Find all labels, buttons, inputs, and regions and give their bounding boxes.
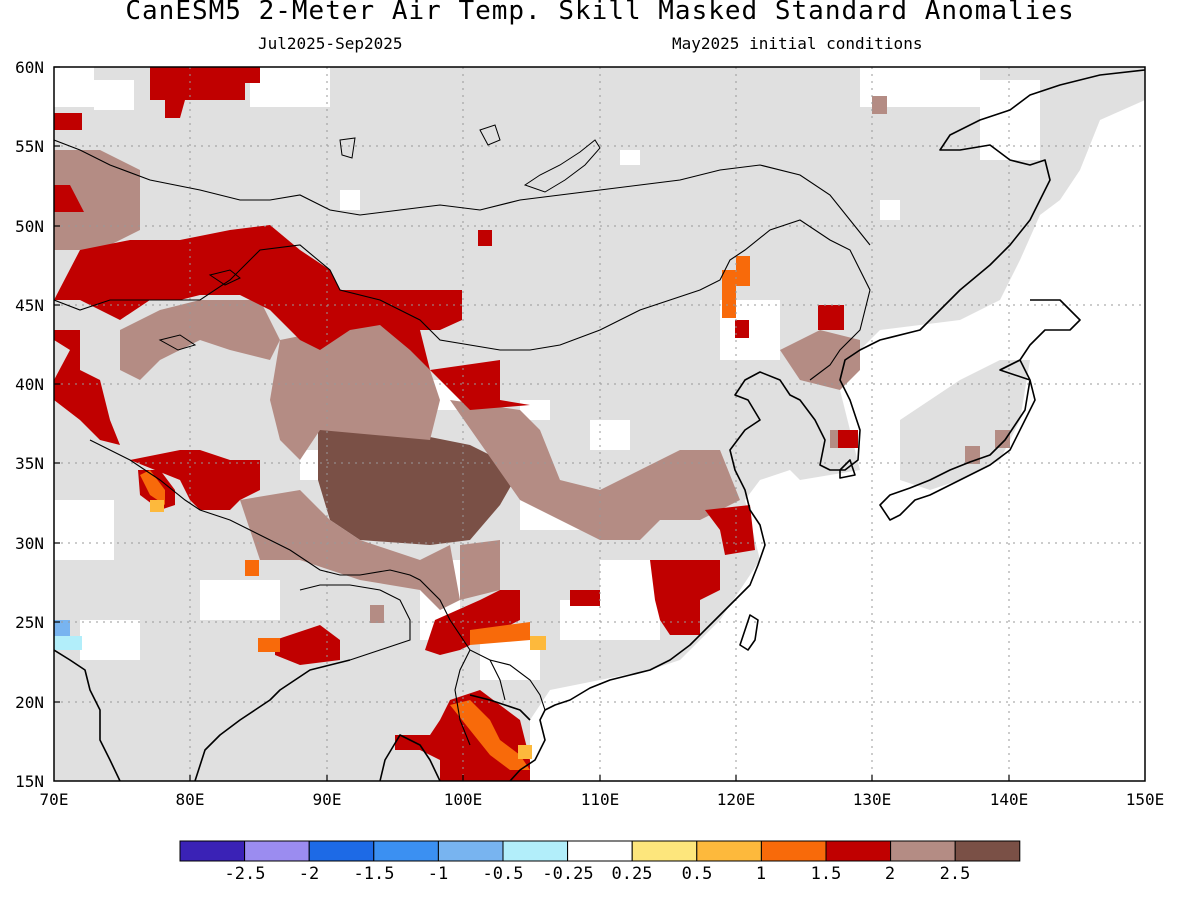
anomaly-region-gt-2.5 xyxy=(318,422,520,545)
initial-conditions-label: May2025 initial conditions xyxy=(672,34,923,53)
colorbar-label: -1.5 xyxy=(353,864,395,884)
lat-label: 25N xyxy=(15,613,44,632)
lon-label: 70E xyxy=(39,790,69,809)
lon-label: 110E xyxy=(580,790,620,809)
colorbar-swatch xyxy=(179,840,246,862)
lat-label: 50N xyxy=(15,217,44,236)
lon-label: 80E xyxy=(175,790,205,809)
lat-label: 30N xyxy=(15,534,44,553)
grid-lines xyxy=(54,67,1145,781)
colorbar-swatch xyxy=(760,840,827,862)
colorbar-swatch xyxy=(825,840,892,862)
colorbar-swatch xyxy=(502,840,569,862)
colorbar-swatch xyxy=(308,840,375,862)
lon-label: 90E xyxy=(312,790,342,809)
colorbar-swatch xyxy=(954,840,1021,862)
colorbar xyxy=(179,840,1021,862)
lon-label: 150E xyxy=(1125,790,1165,809)
colorbar-swatch xyxy=(244,840,310,862)
anomaly-region-1.5-2 xyxy=(54,67,858,781)
colorbar-label: 0.25 xyxy=(611,864,653,884)
colorbar-label: 1 xyxy=(755,864,767,884)
colorbar-label: -1 xyxy=(427,864,449,884)
colorbar-swatch xyxy=(631,840,698,862)
colorbar-label: 1.5 xyxy=(810,864,842,884)
lon-label: 100E xyxy=(443,790,483,809)
coastlines xyxy=(54,69,1145,781)
axis-ticks xyxy=(54,66,1010,781)
colorbar-swatch xyxy=(373,840,439,862)
lat-label: 45N xyxy=(15,296,44,315)
lat-label: 20N xyxy=(15,693,44,712)
colorbar-label: 2.5 xyxy=(939,864,971,884)
lat-label: 35N xyxy=(15,454,44,473)
colorbar-label: -0.25 xyxy=(542,864,594,884)
valid-period-label: Jul2025-Sep2025 xyxy=(258,34,403,53)
lon-label: 120E xyxy=(716,790,756,809)
colorbar-label: -2 xyxy=(298,864,320,884)
colorbar-swatch xyxy=(696,840,762,862)
colorbar-swatch xyxy=(437,840,504,862)
colorbar-label: 0.5 xyxy=(681,864,713,884)
lat-label: 55N xyxy=(15,137,44,156)
colorbar-label: -2.5 xyxy=(224,864,266,884)
country-borders xyxy=(54,139,871,746)
anomaly-region-0.5-1 xyxy=(150,500,546,759)
colorbar-label: -0.5 xyxy=(482,864,524,884)
lat-label: 40N xyxy=(15,375,44,394)
anomaly-region-negative xyxy=(54,620,82,650)
lon-label: 130E xyxy=(852,790,892,809)
colorbar-label: 2 xyxy=(884,864,896,884)
colorbar-swatch xyxy=(890,840,956,862)
anomaly-region-2-2.5 xyxy=(54,96,1010,623)
lat-label: 15N xyxy=(15,772,44,791)
map-title: CanESM5 2-Meter Air Temp. Skill Masked S… xyxy=(125,0,1075,26)
lat-label: 60N xyxy=(15,58,44,77)
anomaly-region-1-1.5 xyxy=(140,256,750,770)
colorbar-swatch xyxy=(567,840,633,862)
inland-water xyxy=(158,124,601,351)
lon-label: 140E xyxy=(989,790,1029,809)
